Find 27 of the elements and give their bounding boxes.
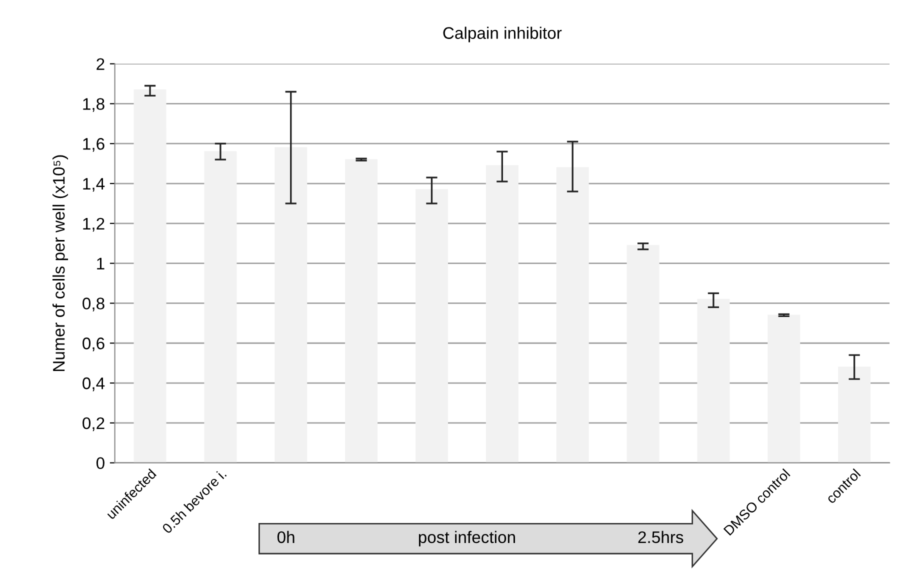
y-tick-label: 0,6 [82,338,104,352]
bar [486,165,518,463]
y-tick-label: 0,2 [82,417,104,432]
y-tick-label: 1,2 [83,218,104,232]
y-tick-label: 0,8 [82,298,104,312]
text: post infection [418,530,515,546]
y-tick-label: 1,8 [83,98,104,112]
y-axis-title: Numer of cells per well (x10⁵) [52,155,68,371]
bar [204,151,237,463]
y-tick-label: 0 [96,457,104,470]
bar [697,298,730,463]
y-tick-label: 1,6 [83,138,104,152]
y-tick-label: 1 [97,258,104,270]
bar [838,366,871,463]
y-tick-label: 1,4 [83,178,105,192]
text: 0h [277,530,294,544]
bar [626,244,660,463]
bar [556,167,589,463]
text: 2.5hrs [638,530,684,544]
bar [768,314,800,463]
chart-title: Calpain inhibitor [443,26,562,42]
bar [415,189,448,463]
y-tick-label: 0,4 [82,377,105,392]
y-tick-label: 2 [96,58,104,70]
bar [134,89,166,463]
bar [345,159,378,463]
bar [274,147,308,463]
